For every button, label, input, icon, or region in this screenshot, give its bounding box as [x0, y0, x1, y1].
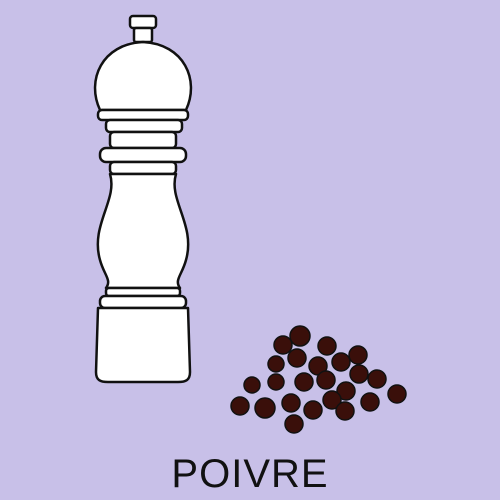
peppercorns-icon	[230, 325, 407, 434]
word-label: POIVRE	[171, 452, 329, 496]
pepper-mill-icon	[93, 14, 193, 384]
